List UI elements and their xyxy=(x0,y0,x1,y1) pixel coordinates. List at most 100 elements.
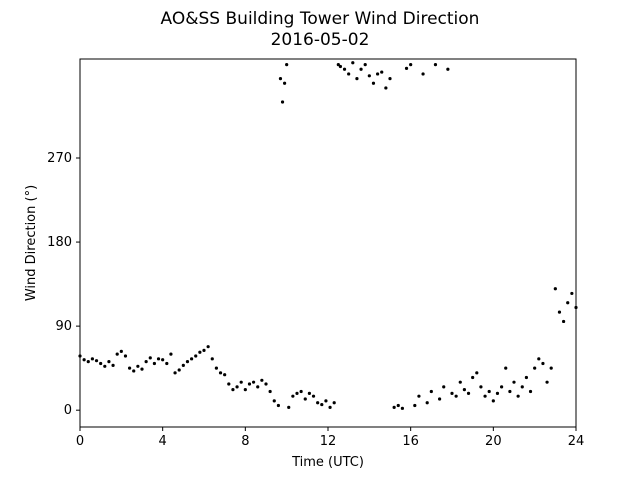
point xyxy=(311,394,316,398)
point xyxy=(119,349,123,353)
point xyxy=(351,61,355,65)
point xyxy=(524,375,529,380)
point xyxy=(78,354,82,358)
point xyxy=(553,287,557,291)
point xyxy=(103,364,107,368)
point xyxy=(541,361,545,366)
point xyxy=(570,291,574,296)
point xyxy=(520,385,524,389)
point xyxy=(404,66,409,70)
point xyxy=(206,345,210,349)
point xyxy=(316,401,320,405)
point xyxy=(128,366,132,370)
point xyxy=(227,382,231,386)
point xyxy=(132,369,136,373)
point xyxy=(363,63,367,67)
point xyxy=(303,397,307,401)
point xyxy=(177,368,181,372)
point xyxy=(475,371,479,375)
point xyxy=(388,77,392,81)
point xyxy=(161,358,165,362)
point xyxy=(252,380,256,384)
point xyxy=(194,354,198,358)
point xyxy=(400,406,404,410)
point xyxy=(90,357,94,361)
point xyxy=(140,367,144,371)
point xyxy=(272,399,276,403)
point xyxy=(82,358,86,362)
point xyxy=(392,405,396,409)
point xyxy=(442,385,446,389)
point xyxy=(86,360,90,364)
point xyxy=(283,81,287,85)
point xyxy=(425,401,429,405)
point xyxy=(169,352,173,356)
point xyxy=(417,394,421,398)
point xyxy=(516,394,520,398)
point xyxy=(458,380,462,384)
point xyxy=(247,382,252,386)
point xyxy=(156,357,161,361)
point xyxy=(239,380,243,384)
point xyxy=(223,373,227,377)
y-axis-label: Wind Direction (°) xyxy=(24,185,39,301)
point xyxy=(256,385,260,389)
point xyxy=(545,380,549,384)
point xyxy=(295,391,299,395)
point xyxy=(512,380,516,384)
x-tick-label: 12 xyxy=(320,434,337,449)
point xyxy=(268,389,272,394)
x-tick-label: 4 xyxy=(159,434,167,449)
point xyxy=(336,63,340,67)
point xyxy=(136,364,140,368)
point xyxy=(342,67,347,71)
point xyxy=(421,72,425,76)
point xyxy=(260,378,264,382)
point xyxy=(202,348,206,353)
point xyxy=(347,72,351,76)
point xyxy=(285,63,289,67)
point xyxy=(537,357,541,361)
point xyxy=(533,366,537,370)
point xyxy=(210,357,214,361)
point xyxy=(320,402,324,407)
point xyxy=(462,388,466,392)
point xyxy=(557,310,562,314)
point xyxy=(566,301,570,305)
point xyxy=(495,391,500,395)
plot-frame xyxy=(79,58,577,428)
point xyxy=(483,394,487,398)
chart-title: AO&SS Building Tower Wind Direction xyxy=(161,9,480,29)
x-tick-label: 16 xyxy=(402,434,419,449)
point xyxy=(487,389,491,394)
point xyxy=(231,388,235,392)
point xyxy=(367,74,371,78)
point xyxy=(562,319,566,324)
point xyxy=(144,360,148,364)
point xyxy=(328,405,332,409)
y-tick-label: 90 xyxy=(55,319,72,334)
point xyxy=(433,63,438,67)
point xyxy=(198,350,202,354)
point xyxy=(504,366,508,370)
point xyxy=(508,389,512,394)
y-tick-label: 0 xyxy=(64,403,72,418)
point xyxy=(190,357,194,361)
point xyxy=(94,359,99,363)
chart-subtitle: 2016-05-02 xyxy=(271,30,370,50)
point xyxy=(278,77,283,81)
point xyxy=(429,389,433,394)
x-tick-label: 8 xyxy=(241,434,249,449)
point xyxy=(280,100,285,104)
point xyxy=(384,86,388,90)
point xyxy=(528,389,533,394)
point xyxy=(152,361,156,366)
point xyxy=(107,360,111,364)
point xyxy=(479,385,483,389)
point xyxy=(338,64,342,69)
point xyxy=(549,366,553,370)
point xyxy=(450,391,454,395)
point xyxy=(471,375,475,380)
point xyxy=(454,394,458,398)
